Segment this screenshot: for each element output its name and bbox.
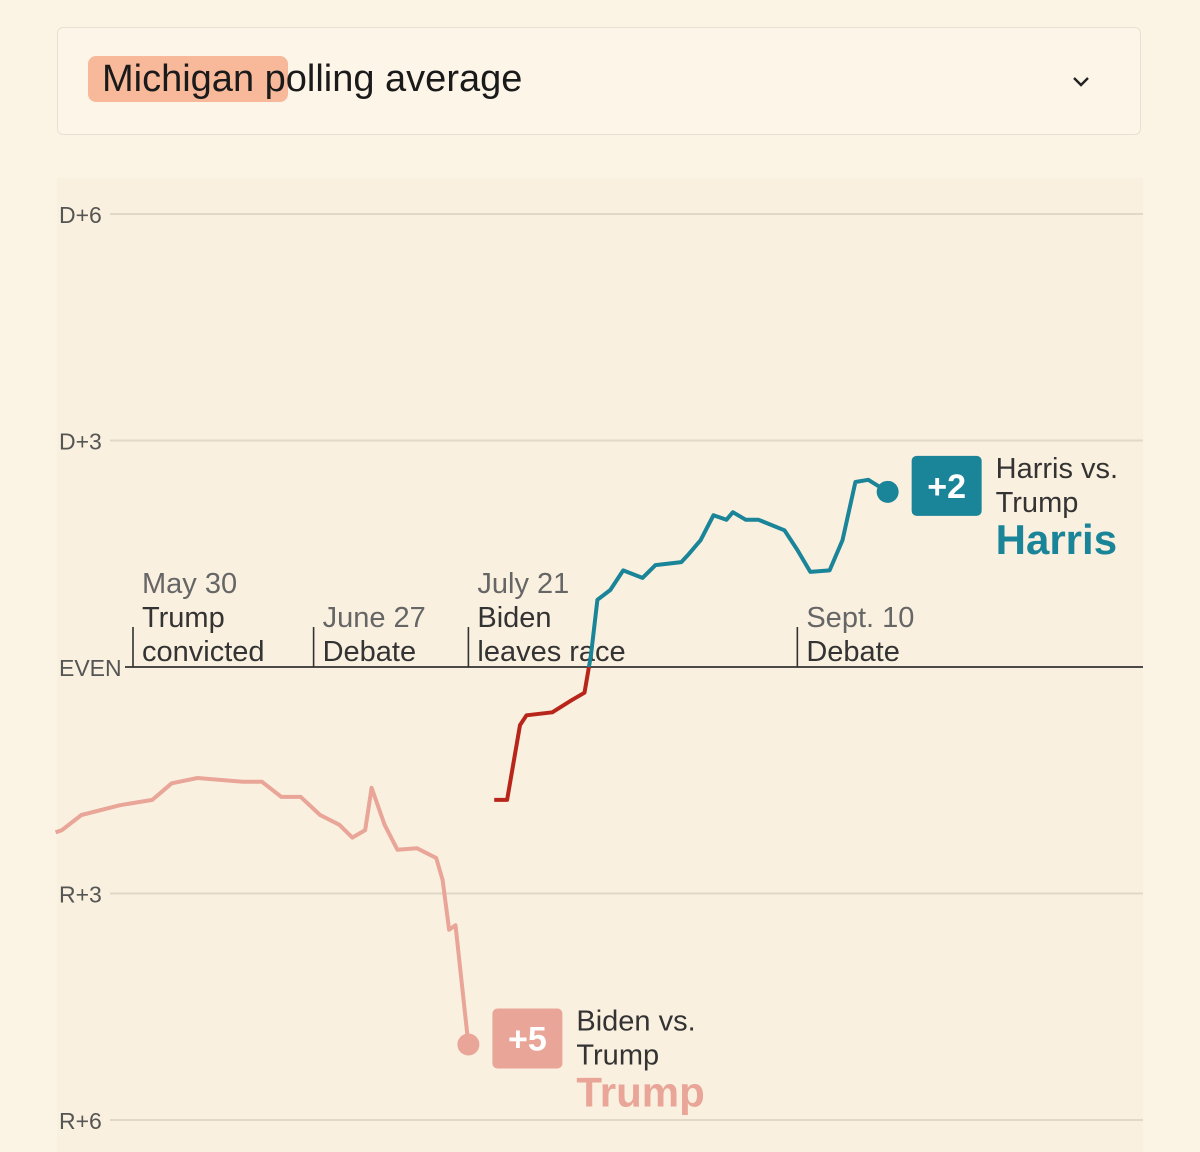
event-description: Trump	[142, 602, 225, 634]
y-tick-label: D+3	[59, 429, 102, 455]
harris-line	[586, 477, 889, 667]
biden-series-name-cont: Trump	[576, 1040, 659, 1072]
dropdown-title: Michigan polling average	[102, 58, 523, 100]
harris-series-name: Harris vs.	[996, 453, 1118, 485]
y-tick-label: D+6	[59, 202, 102, 228]
y-tick-label: EVEN	[59, 655, 122, 681]
event-description: Debate	[323, 636, 417, 668]
plot-area	[57, 178, 1143, 1152]
biden-leader-label: Trump	[576, 1069, 704, 1116]
harris-series-name-cont: Trump	[996, 487, 1079, 519]
biden-margin-value: +5	[508, 1021, 547, 1059]
y-tick-label: R+6	[59, 1108, 102, 1134]
harris-line-negative	[494, 667, 591, 802]
event-description: Debate	[806, 636, 900, 668]
harris-leader-label: Harris	[996, 516, 1117, 563]
event-description: Biden	[477, 602, 551, 634]
biden-line	[54, 776, 471, 1045]
event-description: convicted	[142, 636, 265, 668]
biden-margin-badge	[492, 1008, 563, 1069]
harris-end-point	[876, 480, 899, 503]
event-date-label: July 21	[477, 568, 569, 600]
biden-end-point	[457, 1033, 480, 1056]
harris-margin-value: +2	[927, 468, 966, 506]
biden-series-name: Biden vs.	[576, 1006, 695, 1038]
y-tick-label: R+3	[59, 882, 102, 908]
event-date-label: May 30	[142, 568, 237, 600]
event-description: leaves race	[477, 636, 625, 668]
harris-margin-badge	[911, 455, 982, 516]
state-highlight	[88, 56, 288, 102]
event-date-label: Sept. 10	[806, 602, 914, 634]
event-date-label: June 27	[323, 602, 426, 634]
chevron-down-icon[interactable]	[1070, 70, 1092, 92]
